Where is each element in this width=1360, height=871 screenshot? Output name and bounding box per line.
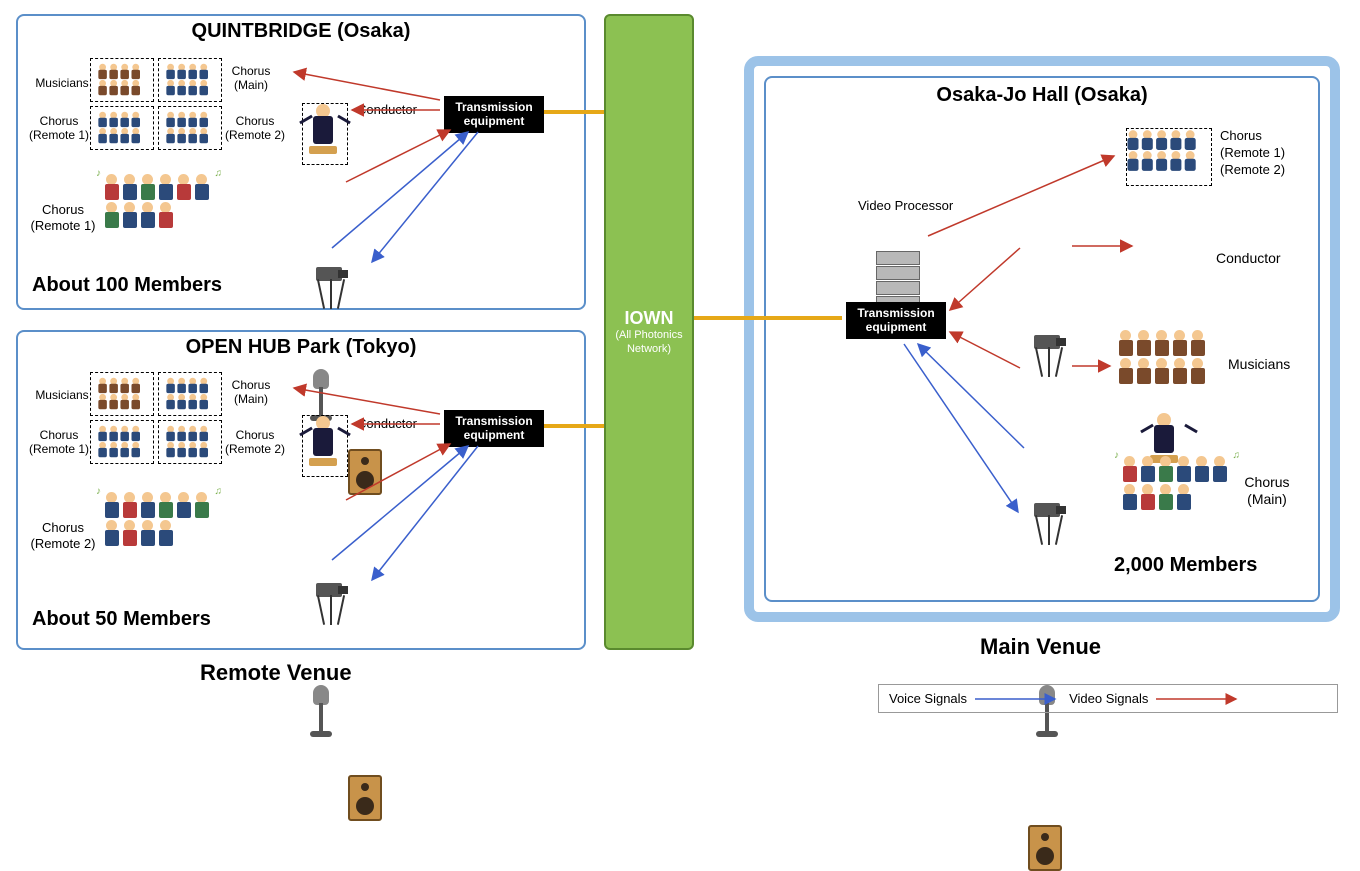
camera-icon [1026,501,1072,547]
oj-members: 2,000 Members [1114,554,1257,577]
oh-musicians-label: Musicians [34,388,90,402]
qb-chorus-label: Chorus (Remote 1) [30,202,96,233]
oh-screen-chorus-r2 [158,420,222,464]
oh-chorus-main-label: Chorus (Main) [224,378,278,407]
conductor-icon [302,103,348,165]
legend-voice-label: Voice Signals [889,691,967,706]
chorus-main-icon: ♪♫ [1122,456,1232,510]
qb-conductor-label: Conductor [352,102,422,118]
venue-osakajo: Osaka-Jo Hall (Osaka) Chorus (Remote 1) … [764,76,1320,602]
openhub-title: OPEN HUB Park (Tokyo) [18,336,584,359]
qb-chorus-r2-label: Chorus (Remote 2) [224,114,286,143]
quintbridge-title: QUINTBRIDGE (Osaka) [18,20,584,43]
speaker-icon [348,775,382,821]
camera-icon [308,581,354,627]
oj-musicians-label: Musicians [1228,356,1290,373]
oh-screen-musicians [90,372,154,416]
venue-openhub: OPEN HUB Park (Tokyo) Musicians Chorus (… [16,330,586,650]
osakajo-title: Osaka-Jo Hall (Osaka) [766,84,1318,107]
qb-chorus-main-label: Chorus (Main) [224,64,278,93]
qb-chorus-r1-label: Chorus (Remote 1) [28,114,90,143]
qb-transmission: Transmission equipment [444,96,544,133]
microphone-icon [306,685,336,745]
oj-chorus-remote-l1: Chorus [1220,128,1285,145]
oh-transmission: Transmission equipment [444,410,544,447]
iown-network: IOWN (All Photonics Network) [604,14,694,650]
remote-venue-label: Remote Venue [200,660,352,686]
oh-screen-chorus-main [158,372,222,416]
camera-icon [308,265,354,311]
qb-screen-chorus-r2 [158,106,222,150]
oh-conductor-label: Conductor [352,416,422,432]
legend: Voice Signals Video Signals [878,684,1338,713]
oh-screen-chorus-r1 [90,420,154,464]
oh-chorus-r1-label: Chorus (Remote 1) [28,428,90,457]
qb-screen-chorus-main [158,58,222,102]
qb-screen-chorus-r1 [90,106,154,150]
oj-transmission: Transmission equipment [846,302,946,339]
qb-screen-musicians [90,58,154,102]
oh-chorus-label: Chorus (Remote 2) [30,520,96,551]
qb-musicians-label: Musicians [34,76,90,90]
conductor-icon [302,415,348,477]
camera-icon [1026,333,1072,379]
main-venue-label: Main Venue [980,634,1101,660]
oj-screen-chorus-remote [1126,128,1212,186]
speaker-icon [1028,825,1062,871]
venue-quintbridge: QUINTBRIDGE (Osaka) Musicians Chorus (Ma… [16,14,586,310]
qb-members: About 100 Members [32,274,222,297]
oj-chorus-main-label: Chorus (Main) [1232,474,1302,508]
oj-video-processor-label: Video Processor [858,198,953,214]
chorus-group-icon: ♪♫ [104,492,214,546]
legend-video-label: Video Signals [1069,691,1148,706]
oj-chorus-remote-label: Chorus (Remote 1) (Remote 2) [1220,128,1285,179]
oh-chorus-r2-label: Chorus (Remote 2) [224,428,286,457]
iown-subtitle: (All Photonics Network) [606,329,692,355]
oj-conductor-label: Conductor [1216,250,1281,267]
oj-chorus-remote-l2: (Remote 1) [1220,145,1285,162]
iown-title: IOWN [606,308,692,329]
musicians-icon [1118,330,1218,384]
oj-chorus-remote-l3: (Remote 2) [1220,162,1285,179]
chorus-group-icon: ♪♫ [104,174,214,228]
oh-members: About 50 Members [32,608,211,631]
